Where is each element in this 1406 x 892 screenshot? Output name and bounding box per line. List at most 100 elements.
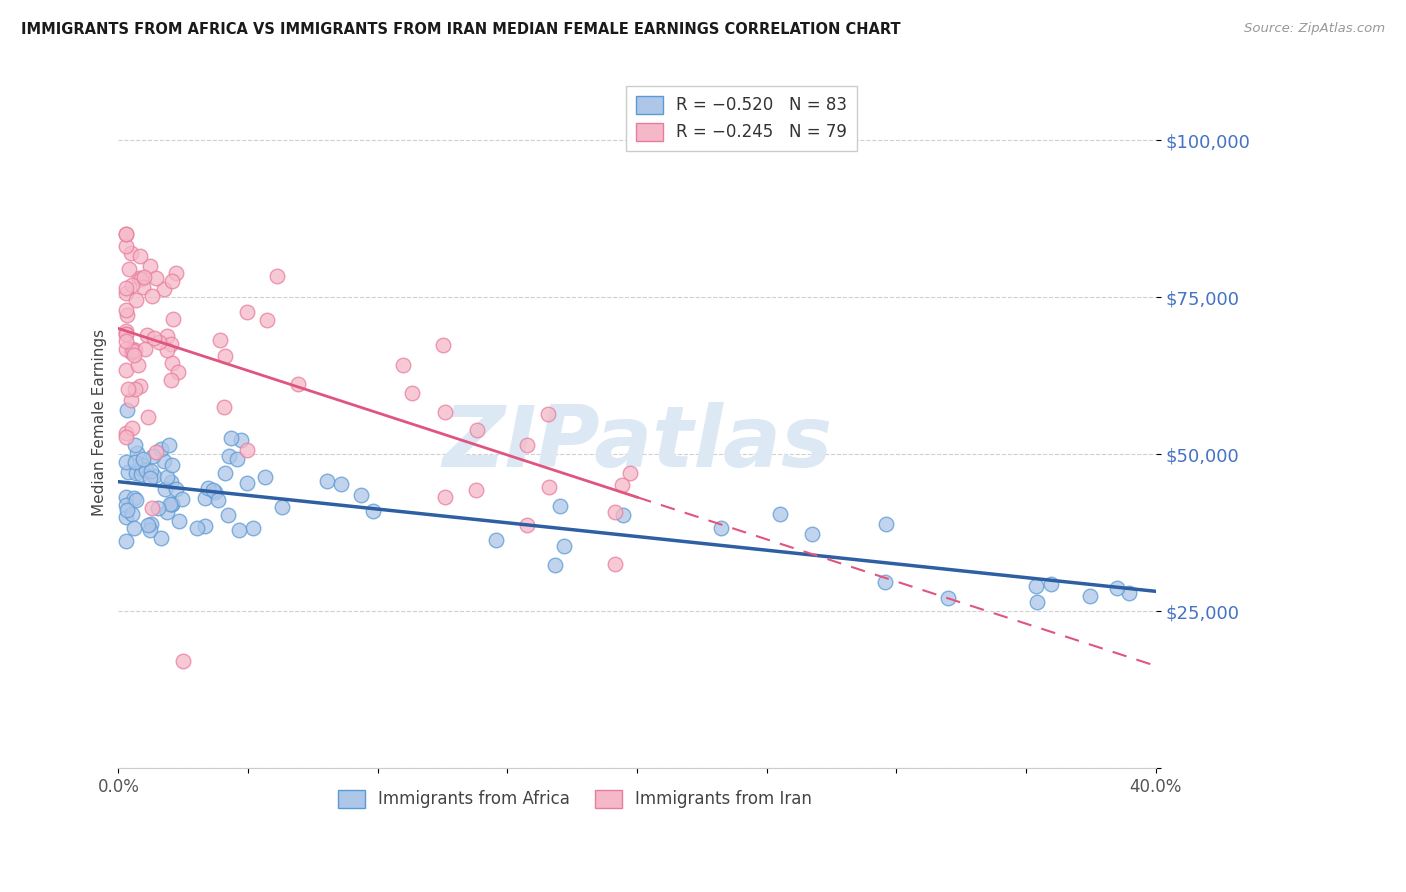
Point (160, 373, 183, 387)
Point (270, 500, 292, 514)
Point (516, 517, 538, 532)
Point (1078, 589, 1101, 603)
Point (619, 466, 641, 480)
Point (201, 483, 224, 497)
Point (160, 497, 183, 511)
Point (143, 331, 166, 345)
Point (139, 464, 162, 478)
Point (228, 523, 250, 537)
Point (128, 271, 150, 285)
Legend: Immigrants from Africa, Immigrants from Iran: Immigrants from Africa, Immigrants from … (332, 783, 818, 815)
Point (115, 455, 138, 469)
Point (135, 463, 157, 477)
Point (165, 266, 187, 280)
Point (236, 443, 259, 458)
Point (120, 393, 142, 408)
Point (141, 517, 163, 532)
Point (350, 488, 373, 502)
Point (122, 491, 145, 505)
Point (138, 524, 160, 538)
Point (117, 403, 139, 417)
Point (136, 328, 159, 343)
Point (156, 343, 179, 357)
Point (125, 466, 148, 480)
Point (194, 519, 217, 533)
Point (266, 269, 288, 284)
Point (167, 514, 190, 528)
Point (128, 250, 150, 264)
Point (142, 469, 165, 483)
Point (150, 531, 173, 545)
Point (121, 421, 143, 435)
Point (392, 358, 415, 372)
Point (121, 277, 143, 292)
Point (124, 438, 146, 452)
Point (115, 334, 138, 349)
Point (875, 516, 897, 531)
Point (129, 271, 152, 285)
Point (115, 498, 138, 512)
Point (121, 507, 143, 521)
Point (132, 270, 155, 285)
Point (214, 401, 236, 415)
Point (156, 469, 179, 483)
Point (936, 591, 959, 605)
Point (134, 342, 156, 356)
Point (131, 462, 153, 476)
Point (603, 557, 626, 571)
Point (172, 654, 194, 668)
Point (875, 574, 897, 589)
Point (165, 482, 187, 496)
Point (1105, 582, 1128, 596)
Point (141, 289, 163, 303)
Point (149, 442, 172, 457)
Point (124, 455, 146, 469)
Point (167, 365, 190, 379)
Point (516, 438, 538, 452)
Point (122, 344, 145, 359)
Point (117, 382, 139, 396)
Point (156, 505, 179, 519)
Point (156, 329, 179, 343)
Point (801, 526, 824, 541)
Point (131, 279, 153, 293)
Point (115, 430, 138, 444)
Point (145, 271, 167, 285)
Point (125, 293, 148, 307)
Point (115, 227, 138, 242)
Point (115, 342, 138, 356)
Point (136, 518, 159, 533)
Text: Source: ZipAtlas.com: Source: ZipAtlas.com (1244, 22, 1385, 36)
Y-axis label: Median Female Earnings: Median Female Earnings (93, 329, 107, 516)
Point (115, 286, 138, 301)
Point (256, 313, 278, 327)
Point (433, 405, 456, 419)
Point (769, 507, 792, 521)
Point (217, 508, 239, 522)
Point (432, 338, 454, 352)
Point (465, 423, 488, 437)
Point (1118, 586, 1140, 600)
Point (136, 410, 159, 425)
Point (160, 497, 183, 511)
Point (160, 274, 183, 288)
Point (434, 491, 457, 505)
Point (129, 467, 152, 481)
Point (160, 475, 183, 489)
Point (118, 262, 141, 277)
Point (231, 433, 253, 447)
Point (124, 382, 146, 396)
Point (1039, 577, 1062, 591)
Point (122, 520, 145, 534)
Point (204, 485, 226, 500)
Point (145, 444, 167, 458)
Point (115, 281, 138, 295)
Point (1025, 579, 1047, 593)
Point (153, 453, 176, 467)
Point (603, 505, 626, 519)
Point (125, 492, 148, 507)
Point (401, 386, 423, 401)
Point (235, 476, 257, 491)
Point (115, 303, 138, 318)
Point (157, 438, 180, 452)
